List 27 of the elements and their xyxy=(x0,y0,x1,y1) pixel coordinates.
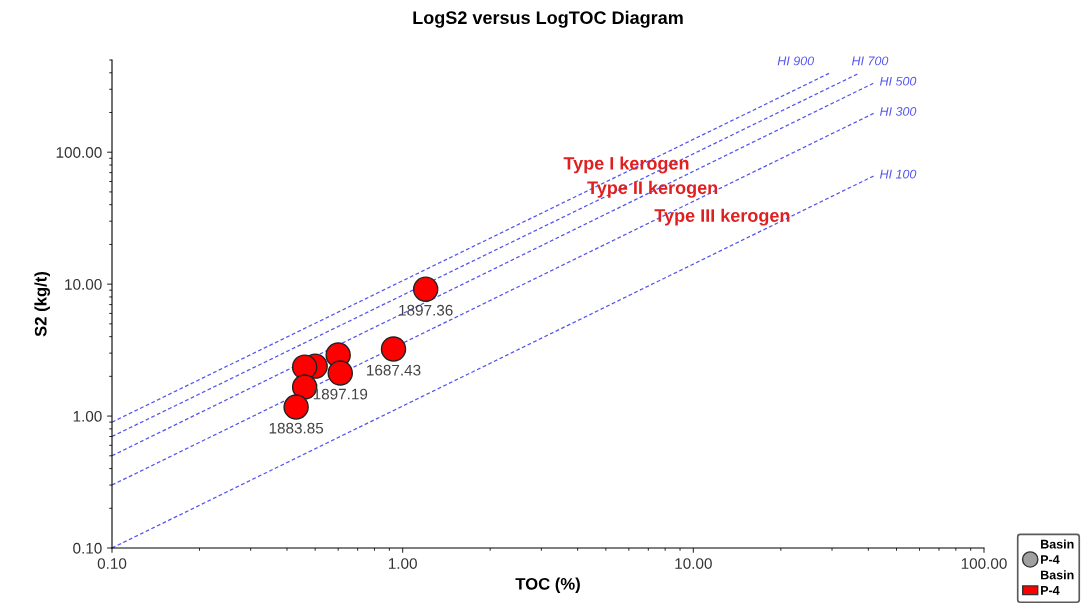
chart-title: LogS2 versus LogTOC Diagram xyxy=(413,10,683,28)
x-axis-title: TOC (%) xyxy=(515,577,580,594)
legend-label: P-4 xyxy=(1041,555,1060,564)
x-tick-label: 0.10 xyxy=(97,558,127,569)
annotation: Type III kerogen xyxy=(654,208,790,226)
x-tick-label: 10.00 xyxy=(675,558,712,569)
legend-label: P-4 xyxy=(1041,586,1060,595)
series-label: HI 900 xyxy=(777,56,815,66)
series-label: HI 100 xyxy=(879,169,917,179)
annotation: Type II kerogen xyxy=(587,180,718,198)
y-tick-label: 10.00 xyxy=(65,279,102,290)
series-label: HI 500 xyxy=(879,76,917,86)
text: Basin xyxy=(1041,570,1074,580)
y-tick-label: 100.00 xyxy=(56,147,102,158)
y-tick-label: 0.10 xyxy=(73,542,102,554)
x-tick-label: 1.00 xyxy=(388,558,417,569)
y-tick-label: 1.00 xyxy=(73,410,102,422)
x-tick-label: 100.00 xyxy=(961,558,1007,569)
y-axis-title: S2 (kg/t) xyxy=(34,271,50,337)
legend-title: Basin xyxy=(1041,539,1074,549)
annotation: 1687.43 xyxy=(367,364,421,376)
annotation: 1897.36 xyxy=(399,304,453,316)
series-label: HI 300 xyxy=(879,107,917,116)
annotation: 1897.19 xyxy=(313,388,368,400)
annotation: Type I kerogen xyxy=(563,156,689,174)
annotation: 1883.85 xyxy=(269,422,324,434)
series-label: HI 700 xyxy=(851,56,889,66)
